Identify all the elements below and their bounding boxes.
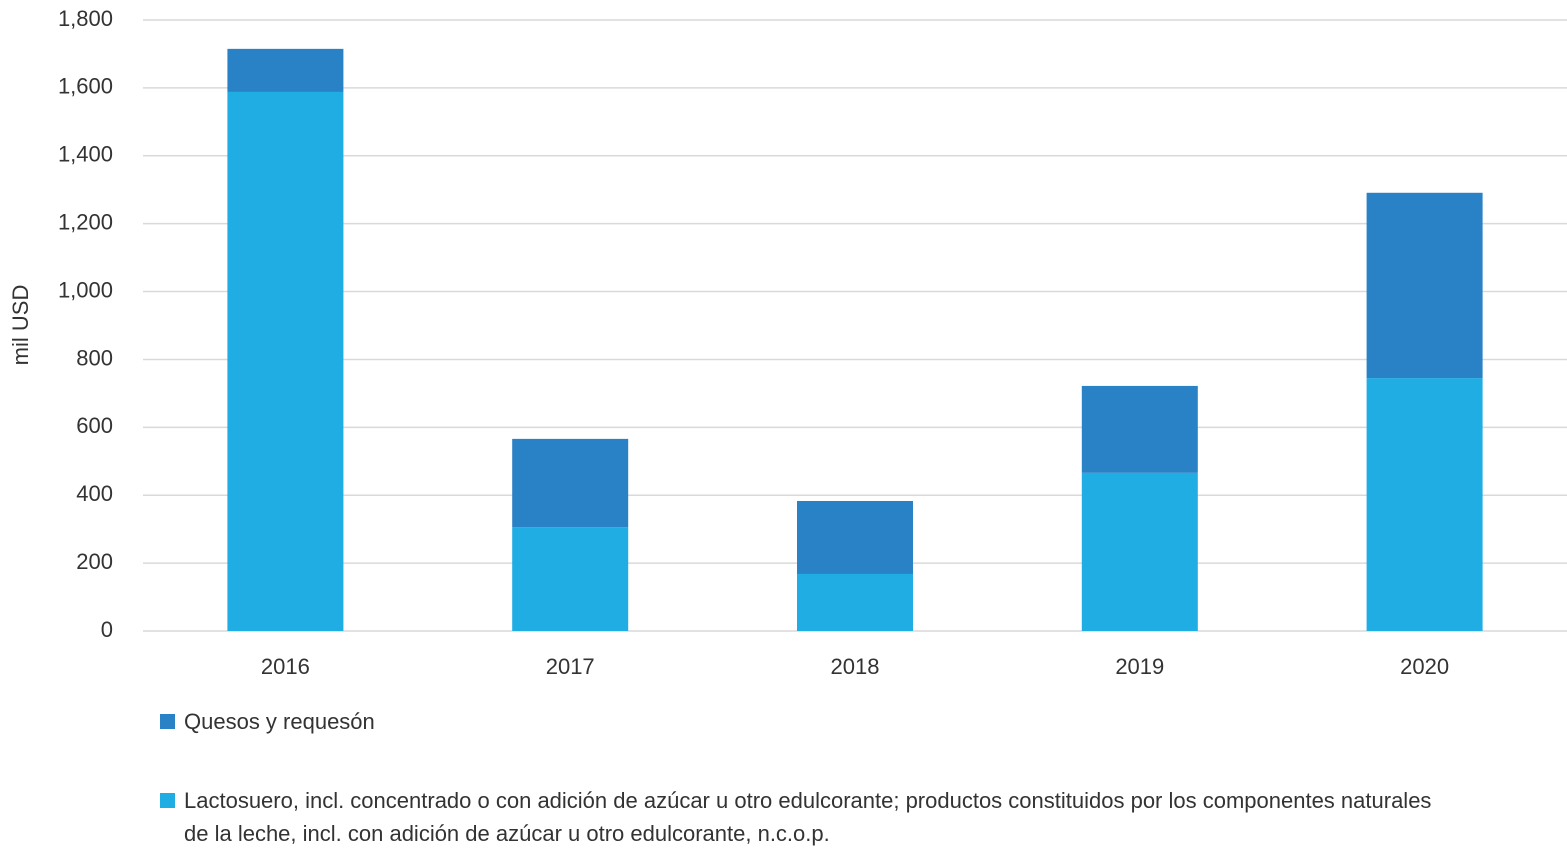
y-tick-label: 1,400 (58, 142, 113, 167)
y-axis-label: mil USD (8, 285, 33, 366)
y-tick-label: 400 (76, 481, 113, 506)
bar-segment (227, 48, 344, 92)
y-tick-label: 200 (76, 549, 113, 574)
y-tick-label: 0 (101, 617, 113, 642)
x-tick-label: 2018 (831, 654, 880, 679)
legend-item: Lactosuero, incl. concentrado o con adic… (160, 784, 1460, 850)
bar-segment (512, 527, 629, 631)
y-tick-label: 1,600 (58, 74, 113, 99)
y-tick-label: 800 (76, 345, 113, 370)
legend-item: Quesos y requesón (160, 705, 1460, 738)
bar-segment (227, 91, 344, 631)
chart: mil USD 0 200 400 600 800 1,000 1,200 1,400 1,60… (8, 6, 1567, 679)
bar-segment (1366, 378, 1483, 631)
bar-segment (512, 438, 629, 528)
y-tick-label: 1,800 (58, 6, 113, 31)
bar-segment (1081, 472, 1198, 631)
x-tick-label: 2020 (1400, 654, 1449, 679)
x-tick-label: 2019 (1115, 654, 1164, 679)
legend-swatch (160, 793, 175, 808)
legend-label: Quesos y requesón (184, 709, 375, 734)
legend-swatch (160, 714, 175, 729)
y-tick-label: 600 (76, 413, 113, 438)
x-tick-label: 2016 (261, 654, 310, 679)
bar-segment (797, 573, 913, 631)
bar-segment (797, 500, 913, 574)
bar-segment (1081, 385, 1198, 473)
x-tick-label: 2017 (546, 654, 595, 679)
legend-label: Lactosuero, incl. concentrado o con adic… (184, 788, 1432, 846)
y-tick-label: 1,200 (58, 209, 113, 234)
y-tick-label: 1,000 (58, 277, 113, 302)
bar-segment (1366, 192, 1483, 379)
